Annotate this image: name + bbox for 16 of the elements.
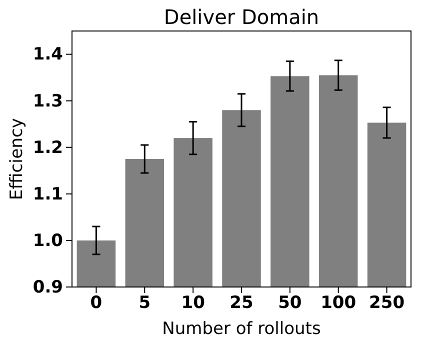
y-tick-label: 1.3 <box>32 91 63 112</box>
y-tick-label: 0.9 <box>32 277 63 298</box>
x-tick-label: 0 <box>90 293 102 314</box>
x-tick-label: 100 <box>320 293 356 314</box>
x-tick-label: 250 <box>369 293 405 314</box>
x-axis-title: Number of rollouts <box>162 319 321 339</box>
x-tick-label: 50 <box>278 293 302 314</box>
y-tick-label: 1.1 <box>32 184 63 204</box>
x-tick-label: 10 <box>181 293 206 314</box>
y-tick-label: 1.0 <box>32 230 64 251</box>
chart-title: Deliver Domain <box>164 5 320 29</box>
x-tick-label: 25 <box>230 293 254 314</box>
y-axis-title: Efficiency <box>7 118 27 200</box>
y-tick-label: 1.4 <box>32 44 64 65</box>
y-tick-label: 1.2 <box>32 138 63 158</box>
x-tick-label: 5 <box>138 293 151 314</box>
